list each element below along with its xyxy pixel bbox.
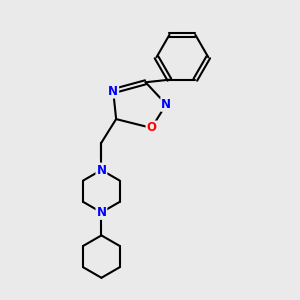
Text: N: N	[161, 98, 171, 111]
Text: N: N	[96, 164, 106, 176]
Text: O: O	[146, 122, 157, 134]
Text: N: N	[96, 206, 106, 219]
Text: N: N	[108, 85, 118, 98]
